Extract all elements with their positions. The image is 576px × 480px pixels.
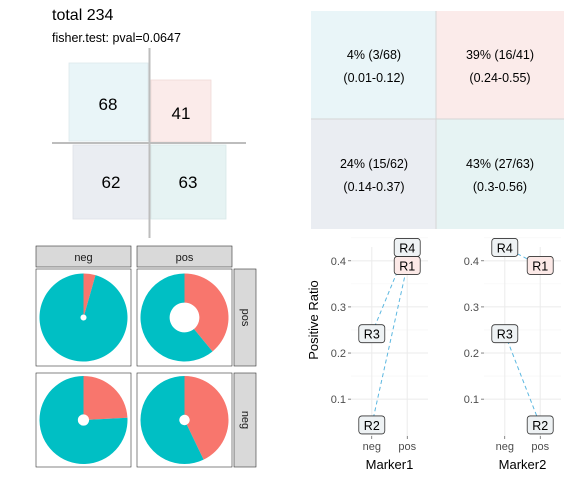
figure-title: total 234 xyxy=(52,7,113,24)
ratio-point-label-R4-panel2: R4 xyxy=(497,241,513,255)
ratio-cell-top-left xyxy=(311,11,436,119)
pie-slice-pos-neg-neg xyxy=(83,376,128,420)
ratio-cell-bottom-left xyxy=(311,119,436,229)
count-cell-bottom-left xyxy=(72,144,150,220)
ratio-x-tick-pos-panel1: pos xyxy=(398,441,416,453)
count-cell-bottom-right xyxy=(150,144,227,220)
count-top-right: 41 xyxy=(172,104,191,123)
pie-slice-neg-pos-neg xyxy=(39,273,128,362)
ratio-x-axis-label-marker2: Marker2 xyxy=(499,457,547,472)
ratio-bottom-left-line2: (0.14-0.37) xyxy=(343,180,404,194)
count-bottom-left: 62 xyxy=(102,173,121,192)
pie-row-strip-neg xyxy=(233,372,257,468)
pie-charts xyxy=(39,273,229,465)
ratio-line-R2-R1-panel1 xyxy=(371,265,408,426)
ratio-y-tick-0.2-panel1: 0.2 xyxy=(331,348,346,360)
ratio-y-tick-0.2-panel2: 0.2 xyxy=(464,348,479,360)
pie-slice-neg-neg-pos xyxy=(140,376,204,465)
ratio-cell-top-right xyxy=(436,11,564,119)
ratio-point-box-R2-panel1 xyxy=(358,415,386,435)
ratio-top-right-line1: 39% (16/41) xyxy=(466,48,534,62)
count-cell-top-right xyxy=(150,79,212,143)
ratio-x-tick-pos-panel2: pos xyxy=(531,441,549,453)
ratio-point-label-R2-panel1: R2 xyxy=(364,419,380,433)
ratio-y-tick-0.1-panel2: 0.1 xyxy=(464,394,479,406)
pie-row-strip-pos-label: pos xyxy=(239,309,251,327)
ratio-point-label-R1-panel1: R1 xyxy=(399,259,415,273)
ratio-point-label-R1-panel2: R1 xyxy=(532,259,548,273)
pie-slice-pos-pos-neg xyxy=(83,273,96,315)
ratio-point-box-R4-panel1 xyxy=(393,238,421,257)
pie-col-strip-pos xyxy=(136,245,233,268)
ratio-top-left-line1: 4% (3/68) xyxy=(347,48,401,62)
ratio-point-box-R1-panel2 xyxy=(526,256,554,275)
count-cell-top-left xyxy=(68,62,149,142)
ratio-x-tick-neg-panel2: neg xyxy=(496,441,514,453)
pie-col-strip-neg-label: neg xyxy=(74,252,92,264)
ratio-y-tick-0.3-panel2: 0.3 xyxy=(464,302,479,314)
pie-slice-pos-neg-pos xyxy=(184,376,229,460)
ratio-top-right-line2: (0.24-0.55) xyxy=(469,71,530,85)
ratio-bottom-right-line2: (0.3-0.56) xyxy=(473,180,527,194)
pie-slice-neg-neg-neg xyxy=(39,376,128,465)
ratio-point-box-R2-panel2 xyxy=(526,415,554,435)
count-top-left: 68 xyxy=(99,95,118,114)
pie-slice-pos-pos-pos xyxy=(184,273,229,352)
pie-slice-neg-pos-pos xyxy=(140,273,213,362)
ratio-y-tick-0.3-panel1: 0.3 xyxy=(331,302,346,314)
ratio-cell-bottom-right xyxy=(436,119,564,229)
ratio-x-axis-label-marker1: Marker1 xyxy=(366,457,414,472)
ratio-x-tick-neg-panel1: neg xyxy=(363,441,381,453)
ratio-point-label-R2-panel2: R2 xyxy=(532,419,548,433)
figure-subtitle: fisher.test: pval=0.0647 xyxy=(52,31,181,45)
ratio-y-tick-0.1-panel1: 0.1 xyxy=(331,394,346,406)
ratio-top-left-line2: (0.01-0.12) xyxy=(343,71,404,85)
ratio-point-box-R3-panel1 xyxy=(358,324,386,344)
ratio-bottom-right-line1: 43% (27/63) xyxy=(466,157,534,171)
ratio-point-box-R4-panel2 xyxy=(491,238,519,257)
pie-col-strip-neg xyxy=(35,245,132,268)
ratio-point-label-R4-panel1: R4 xyxy=(399,241,415,255)
ratio-point-label-R3-panel1: R3 xyxy=(364,328,380,342)
ratio-line-R3-R2-panel2 xyxy=(504,333,541,426)
pie-row-strip-neg-label: neg xyxy=(239,411,251,429)
ratio-bottom-left-line1: 24% (15/62) xyxy=(340,157,408,171)
pie-row-strip-pos xyxy=(233,268,257,367)
ratio-y-tick-0.4-panel2: 0.4 xyxy=(464,256,479,268)
ratio-point-box-R3-panel2 xyxy=(491,324,519,344)
ratio-y-tick-0.4-panel1: 0.4 xyxy=(331,256,346,268)
ratio-y-axis-label: Positive Ratio xyxy=(306,280,321,359)
count-bottom-right: 63 xyxy=(179,173,198,192)
ratio-point-label-R3-panel2: R3 xyxy=(497,328,513,342)
ratio-line-charts: neg pos 0.1 0.2 0.3 0.4 R2 R3 R1 R4 neg pos 0.1 0.2 0.… xyxy=(331,237,561,453)
pie-col-strip-pos-label: pos xyxy=(176,252,194,264)
